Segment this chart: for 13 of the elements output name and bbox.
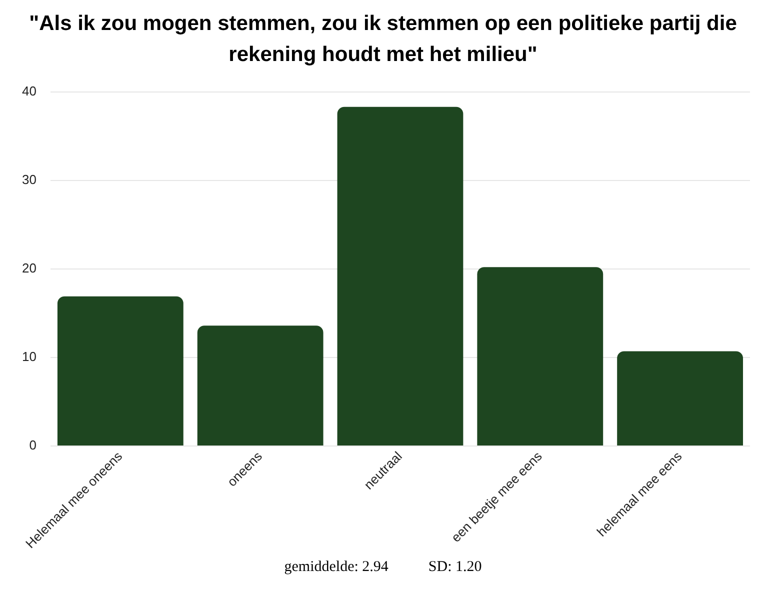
bar — [617, 351, 744, 446]
y-tick-label: 30 — [22, 172, 36, 187]
bar — [197, 326, 324, 446]
y-tick-label: 20 — [22, 260, 36, 276]
y-tick-label: 0 — [29, 438, 36, 453]
y-tick-label: 10 — [22, 349, 36, 364]
chart-title: "Als ik zou mogen stemmen, zou ik stemmen op een politieke partij die rekening houdt met het milieu" — [28, 11, 738, 68]
bar — [477, 267, 604, 446]
bar — [337, 106, 464, 446]
text: SD: 1.20 — [428, 559, 482, 576]
bar — [57, 296, 184, 446]
y-tick-label: 40 — [22, 83, 36, 98]
text: gemiddelde: 2.94 — [284, 559, 388, 576]
